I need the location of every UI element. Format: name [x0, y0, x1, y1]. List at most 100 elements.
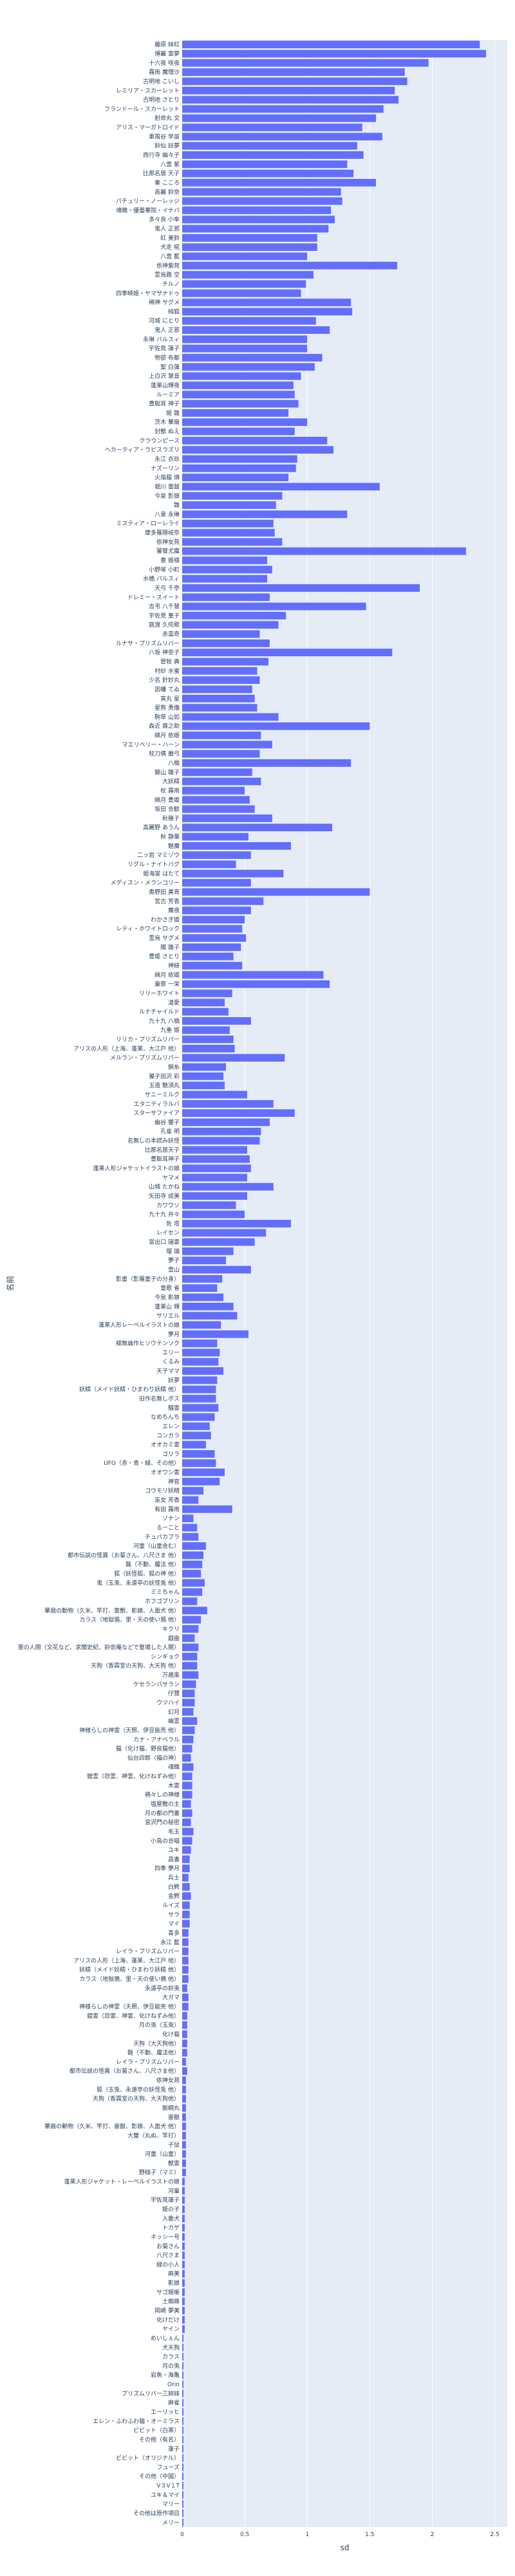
bar[interactable] [182, 1146, 247, 1154]
bar[interactable] [182, 483, 380, 491]
bar[interactable] [182, 59, 429, 67]
bar[interactable] [182, 1229, 267, 1237]
bar[interactable] [182, 252, 308, 261]
bar[interactable] [182, 1606, 207, 1615]
bar[interactable] [182, 1440, 206, 1449]
bar[interactable] [182, 1625, 199, 1633]
bar[interactable] [182, 2426, 183, 2434]
bar[interactable] [182, 114, 377, 122]
bar[interactable] [182, 621, 279, 629]
bar[interactable] [182, 1855, 190, 1863]
bar[interactable] [182, 1256, 226, 1265]
bar[interactable] [182, 2104, 186, 2112]
bar[interactable] [182, 1837, 192, 1845]
bar[interactable] [182, 2371, 183, 2379]
bar[interactable] [182, 2085, 186, 2093]
bar[interactable] [182, 41, 480, 49]
bar[interactable] [182, 925, 243, 933]
bar[interactable] [182, 2076, 186, 2084]
bar[interactable] [182, 2187, 185, 2195]
bar[interactable] [182, 1781, 192, 1790]
bar[interactable] [182, 492, 283, 500]
bar[interactable] [182, 1615, 201, 1624]
bar[interactable] [182, 77, 407, 86]
bar[interactable] [182, 906, 251, 914]
bar[interactable] [182, 96, 399, 104]
bar[interactable] [182, 234, 317, 242]
bar[interactable] [182, 2518, 183, 2526]
bar[interactable] [182, 2500, 183, 2508]
bar[interactable] [182, 354, 323, 362]
bar[interactable] [182, 1560, 203, 1569]
bar[interactable] [182, 363, 315, 371]
bar[interactable] [182, 1570, 201, 1578]
bar[interactable] [182, 124, 362, 131]
bar[interactable] [182, 372, 301, 380]
bar[interactable] [182, 50, 486, 58]
bar[interactable] [182, 2343, 183, 2351]
bar[interactable] [182, 1045, 235, 1053]
bar[interactable] [182, 1376, 218, 1385]
bar[interactable] [182, 1367, 224, 1375]
bar[interactable] [182, 1965, 189, 1974]
bar[interactable] [182, 1385, 216, 1394]
bar[interactable] [182, 860, 236, 869]
bar[interactable] [182, 1984, 187, 1992]
bar[interactable] [182, 519, 274, 528]
bar[interactable] [182, 2178, 185, 2185]
bar[interactable] [182, 1662, 198, 1670]
bar[interactable] [182, 888, 370, 896]
bar[interactable] [182, 2380, 183, 2388]
bar[interactable] [182, 777, 261, 786]
bar[interactable] [182, 1210, 245, 1219]
bar[interactable] [182, 1312, 238, 1320]
bar[interactable] [182, 934, 247, 942]
bar[interactable] [182, 1735, 194, 1743]
bar[interactable] [182, 1809, 192, 1817]
bar[interactable] [182, 1882, 190, 1891]
bar[interactable] [182, 1450, 215, 1458]
bar[interactable] [182, 962, 243, 970]
bar[interactable] [182, 2445, 183, 2453]
bar[interactable] [182, 2223, 185, 2232]
bar[interactable] [182, 1920, 190, 1928]
bar[interactable] [182, 1173, 247, 1182]
bar[interactable] [182, 1993, 189, 2001]
bar[interactable] [182, 787, 245, 795]
bar[interactable] [182, 768, 252, 777]
bar[interactable] [182, 1026, 230, 1035]
bar[interactable] [182, 814, 272, 822]
bar[interactable] [182, 1220, 291, 1228]
bar[interactable] [182, 833, 248, 841]
bar[interactable] [182, 602, 366, 611]
bar[interactable] [182, 2270, 185, 2278]
bar[interactable] [182, 1579, 205, 1587]
bar[interactable] [182, 1698, 195, 1707]
bar[interactable] [182, 1274, 223, 1283]
bar[interactable] [182, 1109, 295, 1117]
bar[interactable] [182, 289, 301, 297]
bar[interactable] [182, 2389, 183, 2398]
bar[interactable] [182, 382, 294, 389]
bar[interactable] [182, 474, 289, 482]
bar[interactable] [182, 2353, 183, 2360]
bar[interactable] [182, 1054, 285, 1062]
bar[interactable] [182, 1653, 198, 1661]
bar[interactable] [182, 1265, 251, 1274]
bar[interactable] [182, 1072, 224, 1080]
bar[interactable] [182, 2150, 186, 2158]
bar[interactable] [182, 308, 353, 316]
bar[interactable] [182, 1477, 220, 1486]
bar[interactable] [182, 2408, 183, 2416]
bar[interactable] [182, 2095, 186, 2103]
bar[interactable] [182, 501, 276, 509]
bar[interactable] [182, 2168, 186, 2176]
bar[interactable] [182, 805, 255, 813]
bar[interactable] [182, 133, 382, 141]
bar[interactable] [182, 750, 260, 758]
bar[interactable] [182, 299, 351, 306]
bar[interactable] [182, 1532, 199, 1541]
bar[interactable] [182, 1929, 189, 1937]
bar[interactable] [182, 1293, 224, 1302]
bar[interactable] [182, 557, 268, 564]
